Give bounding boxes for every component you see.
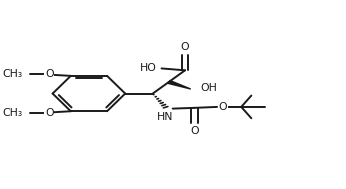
Polygon shape — [167, 81, 191, 89]
Text: O: O — [219, 102, 227, 112]
Text: HO: HO — [140, 64, 157, 74]
Text: HN: HN — [157, 112, 174, 122]
Text: CH₃: CH₃ — [2, 69, 23, 79]
Text: O: O — [45, 108, 54, 118]
Text: OH: OH — [200, 84, 217, 93]
Text: CH₃: CH₃ — [2, 108, 23, 118]
Text: O: O — [45, 69, 54, 79]
Text: O: O — [190, 126, 199, 136]
Text: O: O — [181, 42, 189, 52]
